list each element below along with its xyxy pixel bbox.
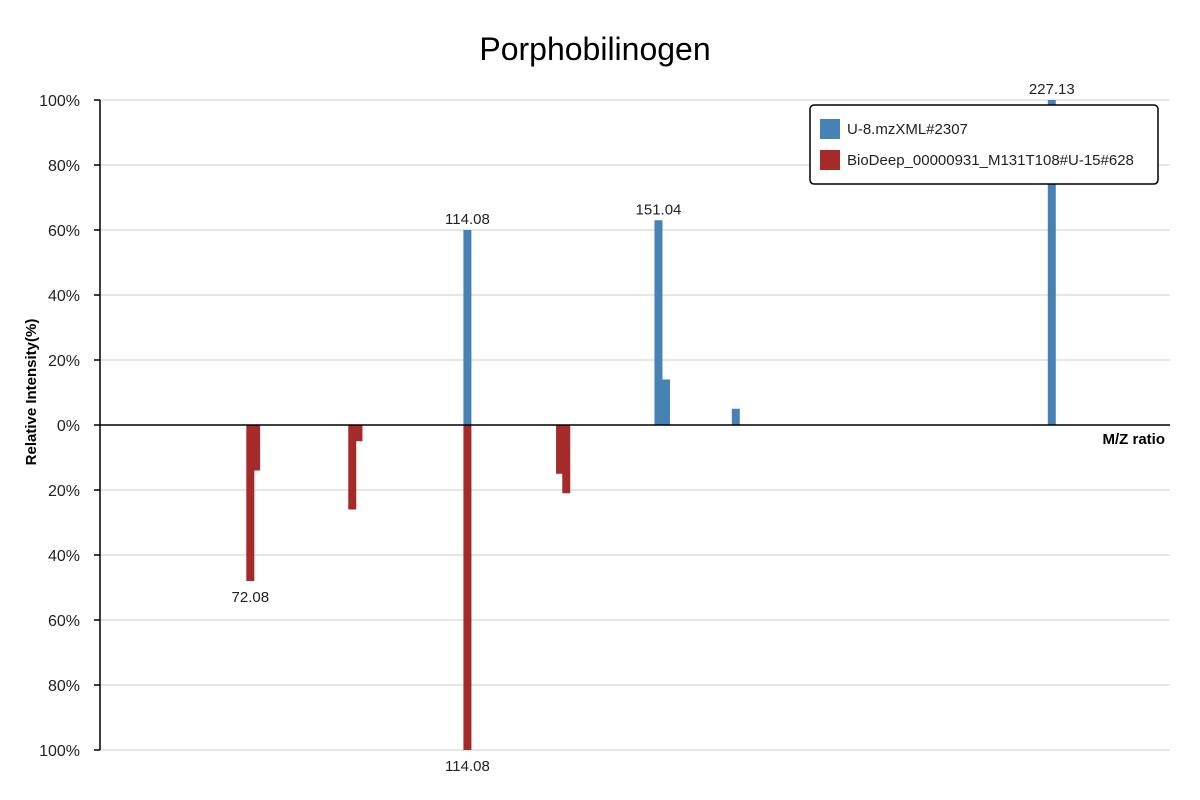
peak-bar-series-1 <box>662 379 671 425</box>
y-tick-label: 100% <box>39 743 80 760</box>
y-axis-ticks: 100% 80% 60% 40% 20% 0% 20% 40% 60% 80% 100% <box>39 93 100 760</box>
peak-bar-series-2 <box>246 425 255 581</box>
y-tick-label: 100% <box>39 93 80 110</box>
grid-lines <box>100 99 1170 751</box>
peak-label-series-1: 227.13 <box>1029 81 1075 98</box>
peak-label-series-2: 114.08 <box>445 758 490 775</box>
chart-title: Porphobilinogen <box>479 31 710 67</box>
legend-label-series-2: BioDeep_00000931_M131T108#U-15#628 <box>847 152 1134 169</box>
axes <box>99 100 1170 750</box>
y-tick-label: 0% <box>57 418 80 435</box>
y-tick-label: 60% <box>48 613 80 630</box>
peak-label-series-1: 151.04 <box>636 201 682 218</box>
peak-bar-series-2 <box>562 425 571 494</box>
peak-bar-series-2 <box>556 425 565 474</box>
peak-bar-series-2 <box>252 425 261 471</box>
y-tick-label: 80% <box>48 678 80 695</box>
legend: U-8.mzXML#2307 BioDeep_00000931_M131T108… <box>809 104 1159 185</box>
peak-labels: 114.08 151.04 227.13 72.08 114.08 <box>232 81 1075 775</box>
y-tick-label: 60% <box>48 223 80 240</box>
y-tick-label: 40% <box>48 548 80 565</box>
legend-swatch-series-1 <box>820 119 840 139</box>
x-axis-title: M/Z ratio <box>1103 431 1166 448</box>
peak-label-series-2: 72.08 <box>232 589 270 606</box>
y-tick-label: 80% <box>48 158 80 175</box>
peak-bar-series-1 <box>731 408 740 425</box>
y-axis-title: Relative Intensity(%) <box>23 319 40 466</box>
peak-bar-series-2 <box>348 425 357 510</box>
peak-bar-series-2 <box>463 425 472 750</box>
legend-label-series-1: U-8.mzXML#2307 <box>847 121 968 138</box>
peak-bars <box>246 100 1056 750</box>
peak-bar-series-2 <box>354 425 363 442</box>
peak-bar-series-1 <box>463 230 472 425</box>
y-tick-label: 40% <box>48 288 80 305</box>
y-tick-label: 20% <box>48 483 80 500</box>
legend-box <box>809 104 1159 185</box>
y-tick-label: 20% <box>48 353 80 370</box>
peak-label-series-1: 114.08 <box>445 211 490 228</box>
peak-bar-series-1 <box>1047 100 1056 425</box>
legend-swatch-series-2 <box>820 150 840 170</box>
peak-bar-series-1 <box>654 220 663 425</box>
